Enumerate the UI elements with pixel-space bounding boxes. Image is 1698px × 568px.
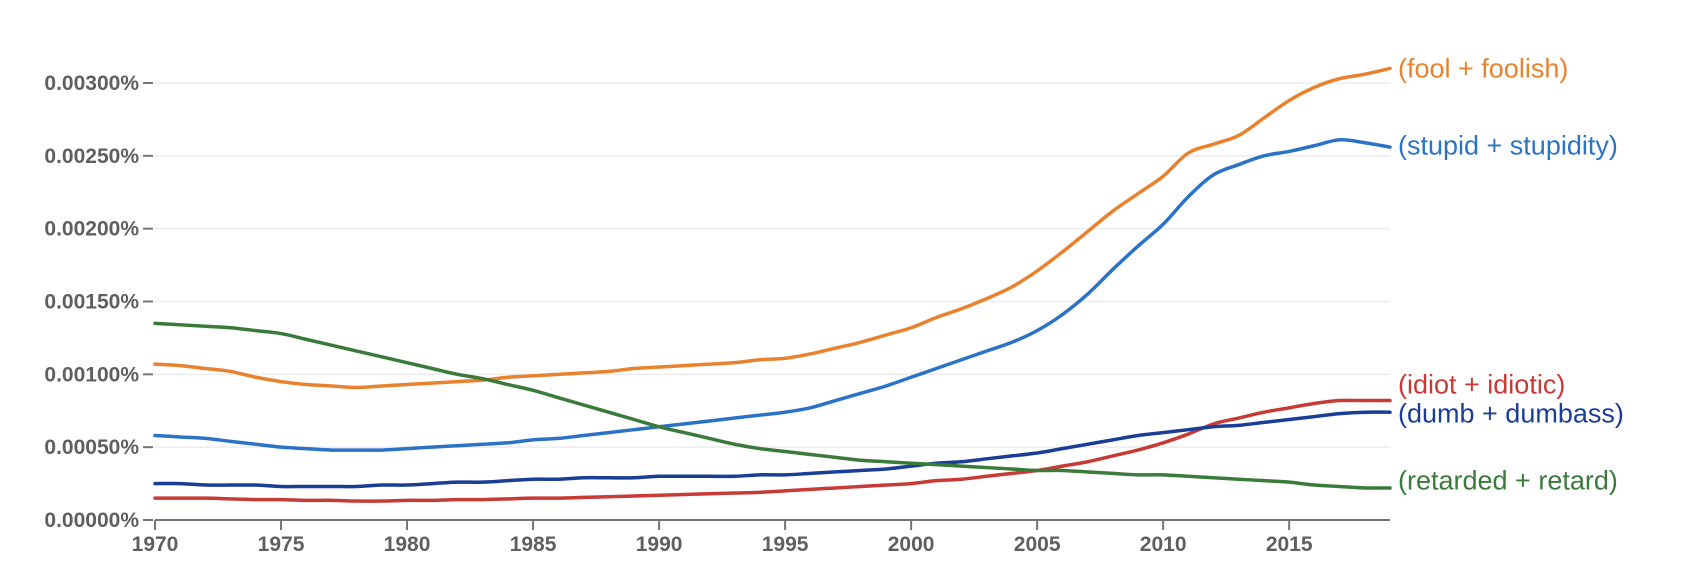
x-tick-label: 1975 <box>258 533 305 556</box>
series-labels: (fool + foolish) (stupid + stupidity) (idi… <box>1398 53 1624 495</box>
series-line-1[interactable] <box>153 137 1392 452</box>
y-tick-label: 0.00150% <box>44 291 139 314</box>
x-tick-label: 2010 <box>1140 533 1187 556</box>
x-tick-label: 1985 <box>510 533 557 556</box>
y-tick-label: 0.00300% <box>44 72 139 95</box>
y-tick-label: 0.00100% <box>44 363 139 386</box>
y-tick-label: 0.00250% <box>44 145 139 168</box>
series-line-2[interactable] <box>153 398 1392 503</box>
series-label-3[interactable]: (dumb + dumbass) <box>1398 399 1624 429</box>
x-tick-label: 2015 <box>1266 533 1313 556</box>
y-tick-label: 0.00200% <box>44 218 139 241</box>
series-label-2[interactable]: (idiot + idiotic) <box>1398 370 1565 400</box>
y-tick-label: 0.00000% <box>44 509 139 532</box>
x-tick-label: 1980 <box>384 533 431 556</box>
series-lines <box>153 66 1392 503</box>
series-label-1[interactable]: (stupid + stupidity) <box>1398 131 1618 161</box>
x-tick-label: 2000 <box>888 533 935 556</box>
series-label-0[interactable]: (fool + foolish) <box>1398 53 1568 83</box>
gridlines <box>155 82 1390 448</box>
series-line-4[interactable] <box>153 321 1392 490</box>
x-tick-label: 1995 <box>762 533 809 556</box>
series-label-4[interactable]: (retarded + retard) <box>1398 466 1618 496</box>
x-tick-label: 2005 <box>1014 533 1061 556</box>
x-tick-label: 1990 <box>636 533 683 556</box>
x-tick-label: 1970 <box>132 533 179 556</box>
series-line-3[interactable] <box>153 410 1392 489</box>
axes: 0.00000% 0.00050% 0.00100% 0.00150% 0.00200%… <box>44 72 1390 556</box>
y-tick-label: 0.00050% <box>44 436 139 459</box>
series-line-0[interactable] <box>153 66 1392 390</box>
